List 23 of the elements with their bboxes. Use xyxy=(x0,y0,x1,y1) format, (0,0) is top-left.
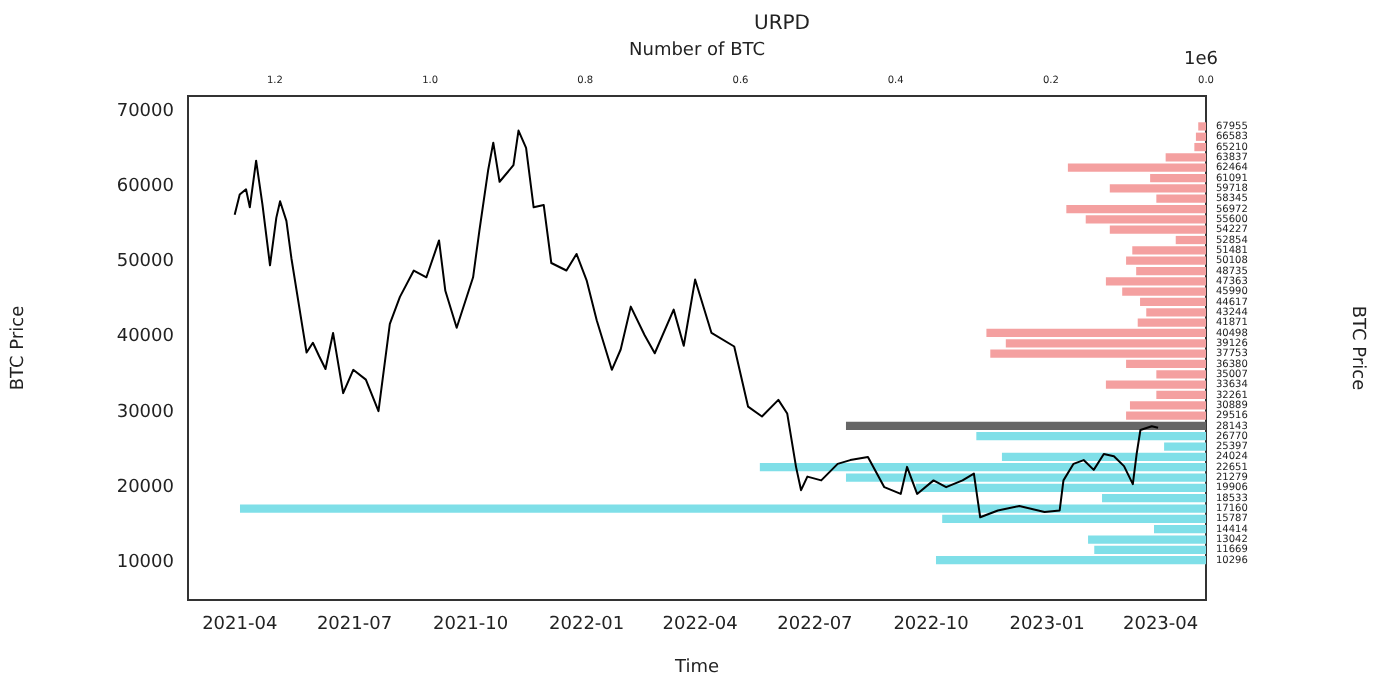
x-tick-label: 2021-10 xyxy=(432,615,509,636)
y-tick-label: 70000 xyxy=(116,101,175,122)
y-tick-label: 30000 xyxy=(116,402,175,423)
text: 1e6 xyxy=(1184,49,1219,70)
chart-title: URPD xyxy=(754,13,811,36)
bar xyxy=(845,421,1206,431)
y-axis-title: BTC Price xyxy=(1346,305,1367,392)
x-tick-label: 2021-04 xyxy=(202,615,278,636)
x-tick-label: 2022-10 xyxy=(893,615,970,636)
y-tick-label: 40000 xyxy=(116,327,175,348)
y-tick-label: 20000 xyxy=(116,477,175,498)
x-axis-title: Time xyxy=(672,657,720,678)
x-tick-label: 2023-01 xyxy=(1009,615,1085,636)
y-tick-label: 60000 xyxy=(116,176,175,197)
x-axis-title: Number of BTC xyxy=(629,41,765,62)
y-tick-label: 10000 xyxy=(116,553,175,574)
y-axis-title: BTC Price xyxy=(9,304,30,391)
x-tick-label: 2022-07 xyxy=(777,615,853,636)
y-tick-label: 50000 xyxy=(116,252,175,273)
x-tick-label: 2022-04 xyxy=(662,615,739,636)
x-tick-label: 2021-07 xyxy=(316,615,393,636)
x-tick-label: 2023-04 xyxy=(1122,615,1199,636)
x-tick-label: 2022-01 xyxy=(549,615,625,636)
